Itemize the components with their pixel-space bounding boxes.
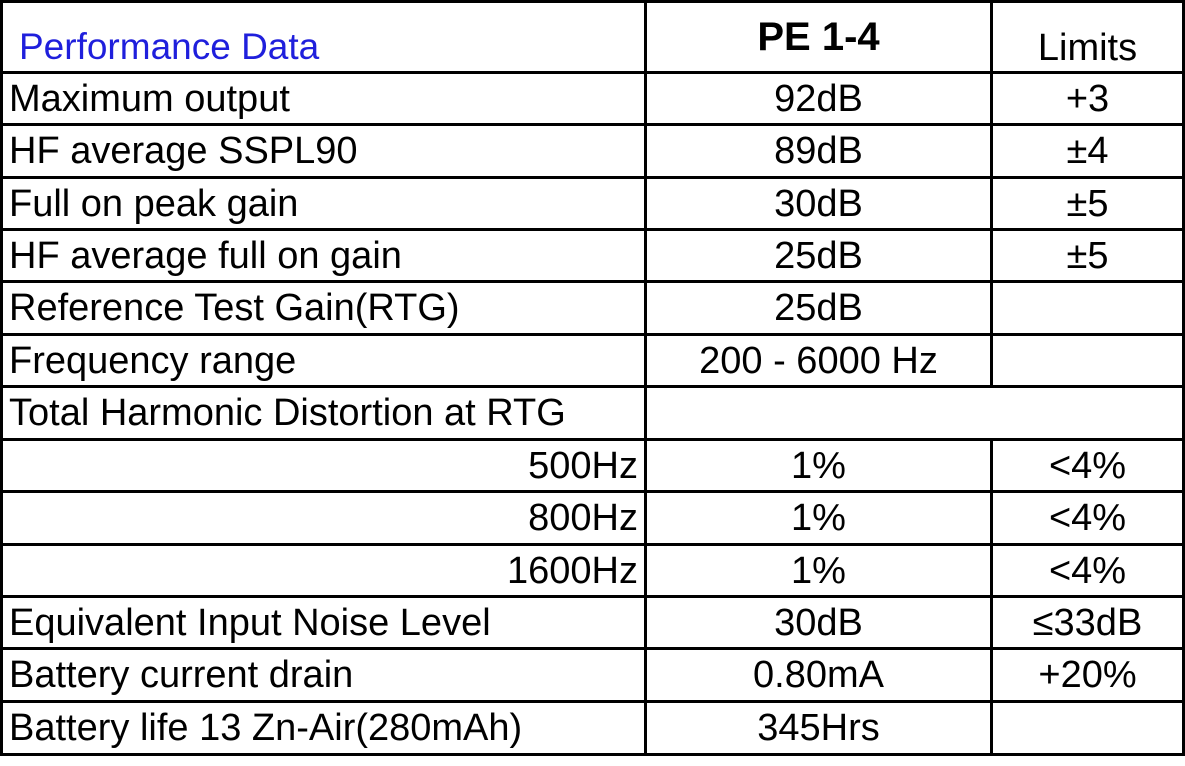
column-header-model: PE 1-4 bbox=[647, 0, 993, 74]
row-label: Battery life 13 Zn-Air(280mAh) bbox=[0, 703, 647, 756]
row-limit: ≤33dB bbox=[993, 598, 1185, 650]
row-limit bbox=[993, 703, 1185, 756]
row-limit bbox=[993, 336, 1185, 388]
row-value: 1% bbox=[647, 546, 993, 598]
row-limit: <4% bbox=[993, 441, 1185, 493]
row-label: Maximum output bbox=[0, 74, 647, 126]
row-label: HF average full on gain bbox=[0, 231, 647, 283]
section-empty-cell bbox=[647, 388, 1185, 441]
row-limit: <4% bbox=[993, 493, 1185, 546]
row-value: 30dB bbox=[647, 598, 993, 650]
row-value: 1% bbox=[647, 441, 993, 493]
row-limit: +3 bbox=[993, 74, 1185, 126]
row-limit: <4% bbox=[993, 546, 1185, 598]
row-limit: +20% bbox=[993, 650, 1185, 703]
row-limit: ±4 bbox=[993, 126, 1185, 179]
row-value: 200 - 6000 Hz bbox=[647, 336, 993, 388]
section-label-thd: Total Harmonic Distortion at RTG bbox=[0, 388, 647, 441]
row-label-frequency: 500Hz bbox=[0, 441, 647, 493]
row-value: 0.80mA bbox=[647, 650, 993, 703]
table-title: Performance Data bbox=[0, 0, 647, 74]
row-label: Full on peak gain bbox=[0, 179, 647, 231]
row-value: 25dB bbox=[647, 283, 993, 336]
row-value: 1% bbox=[647, 493, 993, 546]
row-value: 92dB bbox=[647, 74, 993, 126]
row-label: Battery current drain bbox=[0, 650, 647, 703]
row-value: 25dB bbox=[647, 231, 993, 283]
row-label: Reference Test Gain(RTG) bbox=[0, 283, 647, 336]
row-limit: ±5 bbox=[993, 231, 1185, 283]
row-label: HF average SSPL90 bbox=[0, 126, 647, 179]
row-value: 89dB bbox=[647, 126, 993, 179]
row-value: 30dB bbox=[647, 179, 993, 231]
column-header-limits: Limits bbox=[993, 0, 1185, 74]
row-limit bbox=[993, 283, 1185, 336]
row-limit: ±5 bbox=[993, 179, 1185, 231]
row-value: 345Hrs bbox=[647, 703, 993, 756]
row-label: Frequency range bbox=[0, 336, 647, 388]
row-label: Equivalent Input Noise Level bbox=[0, 598, 647, 650]
row-label-frequency: 800Hz bbox=[0, 493, 647, 546]
row-label-frequency: 1600Hz bbox=[0, 546, 647, 598]
